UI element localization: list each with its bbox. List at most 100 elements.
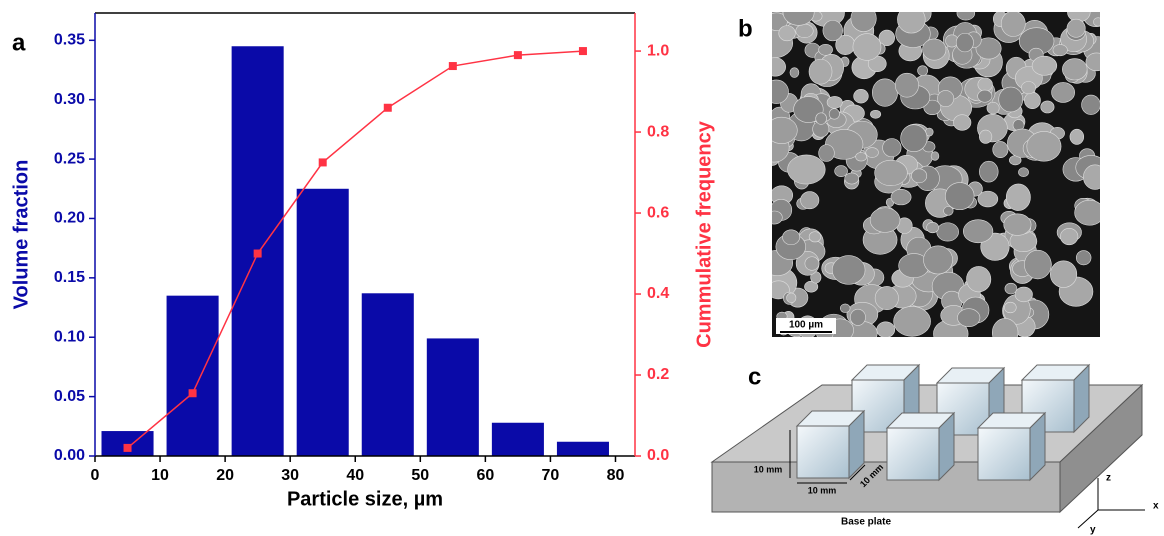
particle xyxy=(1027,131,1061,161)
particle xyxy=(993,141,1008,157)
particle xyxy=(845,173,859,184)
particle xyxy=(1006,184,1030,211)
particle xyxy=(897,6,925,33)
y-tick-label: 0.10 xyxy=(54,328,85,345)
particle xyxy=(872,79,897,107)
bar xyxy=(362,293,414,456)
y-tick-label: 0.35 xyxy=(54,32,85,49)
y-tick-label: 0.20 xyxy=(54,210,85,227)
x-tick-label: 80 xyxy=(607,467,625,484)
particle xyxy=(891,189,911,205)
particle xyxy=(1021,81,1035,93)
particle xyxy=(957,6,975,20)
particle xyxy=(1086,53,1108,71)
x-axis-label: Particle size, µm xyxy=(287,488,443,510)
particle xyxy=(922,39,945,60)
y-tick-label: 0.30 xyxy=(54,91,85,108)
bar xyxy=(167,296,219,456)
panel-label: c xyxy=(748,363,761,390)
particle xyxy=(805,257,819,271)
particle xyxy=(931,152,939,161)
particle xyxy=(979,161,998,182)
particle xyxy=(870,110,880,118)
particle xyxy=(819,145,835,162)
particle xyxy=(1070,129,1084,144)
x-tick-label: 30 xyxy=(281,467,299,484)
bar xyxy=(297,189,349,456)
y2-tick-label: 0.6 xyxy=(647,204,669,221)
y-axis-label: Volume fraction xyxy=(10,160,32,310)
particle xyxy=(987,102,999,114)
scale-bar-label: 100 µm xyxy=(789,320,823,331)
particle xyxy=(911,169,926,183)
y2-axis-label: Cummulative frequency xyxy=(693,120,715,348)
cube-front xyxy=(887,428,939,480)
particle xyxy=(1050,261,1077,288)
particle xyxy=(901,125,927,152)
particle xyxy=(800,192,818,209)
particle xyxy=(809,232,821,242)
particle xyxy=(883,139,902,157)
bar xyxy=(492,423,544,456)
particle xyxy=(779,26,796,41)
y2-tick-label: 0.4 xyxy=(647,285,669,302)
particle xyxy=(918,66,928,76)
marker xyxy=(124,444,132,452)
particle xyxy=(923,246,952,274)
particle xyxy=(1062,59,1087,80)
marker xyxy=(449,62,457,70)
particle xyxy=(963,220,993,243)
particle xyxy=(856,152,867,161)
panel-label: b xyxy=(738,15,753,42)
particle xyxy=(850,309,865,325)
particle xyxy=(816,113,827,125)
particle xyxy=(766,211,782,224)
particle xyxy=(829,109,839,120)
particle xyxy=(851,5,876,32)
marker xyxy=(189,389,197,397)
x-tick-label: 70 xyxy=(542,467,560,484)
particle xyxy=(1032,56,1057,75)
marker xyxy=(319,158,327,166)
particle xyxy=(788,155,826,184)
particle xyxy=(854,89,869,103)
x-tick-label: 20 xyxy=(216,467,234,484)
particle xyxy=(927,222,939,233)
x-tick-label: 10 xyxy=(151,467,169,484)
particle xyxy=(870,208,900,233)
particle xyxy=(945,183,974,210)
particle xyxy=(764,80,788,104)
axis-name: y xyxy=(1090,525,1096,536)
diagram xyxy=(712,365,1142,512)
particle xyxy=(1004,302,1016,313)
particle xyxy=(875,286,898,309)
particle xyxy=(1083,165,1106,190)
particle xyxy=(1075,200,1105,225)
particle xyxy=(1076,251,1091,265)
panel-label: a xyxy=(12,29,26,56)
figure: a b c 100 µm 10 mm 10 mm 10 mm Base plat… xyxy=(0,0,1164,536)
particle xyxy=(978,90,992,102)
x-tick-label: 50 xyxy=(411,467,429,484)
plate-label: Base plate xyxy=(841,517,891,528)
particle xyxy=(979,130,992,143)
particle xyxy=(1082,95,1101,115)
cube-front xyxy=(978,428,1030,480)
marker xyxy=(384,104,392,112)
particle xyxy=(875,160,908,185)
particle xyxy=(1018,168,1028,177)
y-tick-label: 0.05 xyxy=(54,388,85,405)
y2-tick-label: 1.0 xyxy=(647,42,669,59)
bar xyxy=(427,338,479,456)
particle xyxy=(1024,250,1051,279)
particle xyxy=(953,115,971,131)
y2-tick-label: 0.8 xyxy=(647,123,669,140)
particle xyxy=(1015,287,1032,302)
dim-label: 10 mm xyxy=(808,485,837,495)
y-tick-label: 0.15 xyxy=(54,269,85,286)
particle xyxy=(1052,82,1075,102)
particle xyxy=(787,293,796,303)
particle xyxy=(1001,11,1025,37)
marker xyxy=(254,250,262,258)
y2-tick-label: 0.0 xyxy=(647,447,669,464)
